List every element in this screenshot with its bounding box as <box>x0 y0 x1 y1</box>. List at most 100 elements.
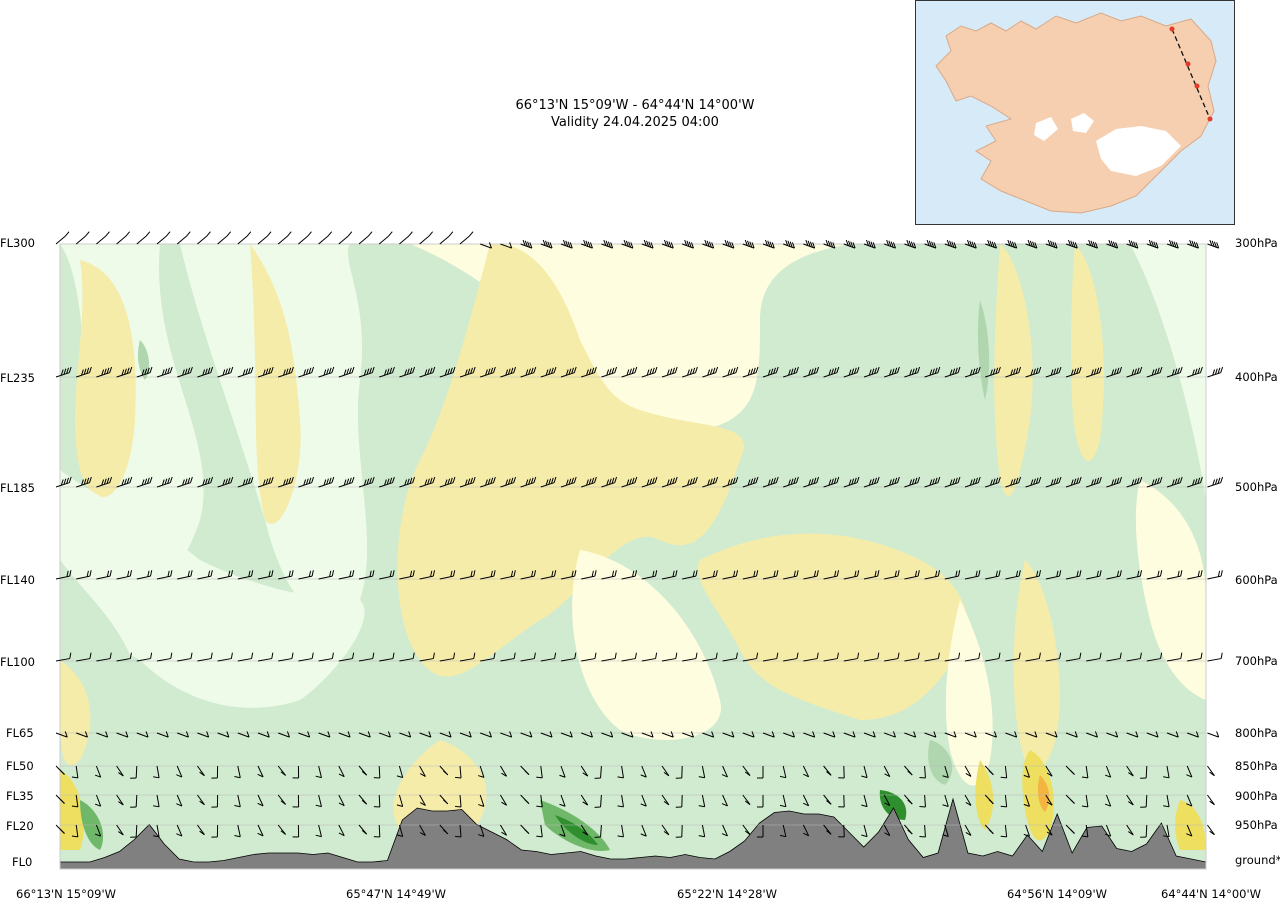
barb-feather <box>187 570 190 577</box>
barb-shaft <box>884 732 896 738</box>
barb-shaft <box>278 658 293 662</box>
barb-feather <box>1069 828 1075 834</box>
barb-feather <box>559 774 566 778</box>
barb-feather <box>827 240 831 247</box>
wind-barb <box>843 476 860 488</box>
barb-feather <box>59 769 65 775</box>
barb-feather <box>487 478 491 485</box>
barb-feather <box>412 570 415 577</box>
barb-feather <box>1070 369 1074 376</box>
wind-barb <box>944 570 961 580</box>
barb-feather <box>286 731 290 738</box>
wind-barb <box>278 476 294 488</box>
wind-barb <box>1086 476 1102 488</box>
wind-barb <box>580 765 589 777</box>
barb-feather <box>770 478 774 485</box>
wind-barb <box>661 476 678 488</box>
barb-feather <box>227 477 231 484</box>
wind-barb <box>661 239 674 249</box>
barb-feather <box>629 478 632 485</box>
barb-shaft <box>884 658 899 662</box>
barb-feather <box>706 240 710 247</box>
barb-feather <box>428 731 432 738</box>
wind-barb <box>1005 476 1022 488</box>
barb-feather <box>591 570 594 577</box>
barb-feather <box>118 831 124 836</box>
barb-feather <box>573 366 577 373</box>
barb-feather <box>257 773 264 778</box>
barb-feather <box>447 368 451 375</box>
barb-shaft <box>136 732 149 738</box>
barb-feather <box>689 368 693 375</box>
barb-feather <box>167 367 170 374</box>
barb-shaft <box>863 765 868 778</box>
barb-feather <box>952 478 956 485</box>
barb-shaft <box>540 658 555 662</box>
barb-feather <box>1074 242 1078 249</box>
barb-feather <box>1155 731 1159 738</box>
wind-barb <box>702 731 715 738</box>
barb-feather <box>709 368 713 375</box>
route-point <box>1169 26 1175 32</box>
barb-shaft <box>95 794 102 807</box>
barb-feather <box>1113 368 1117 375</box>
barb-feather <box>634 366 638 373</box>
wind-barb <box>883 824 891 837</box>
wind-barb <box>540 652 557 662</box>
wind-barb <box>480 366 496 378</box>
barb-feather <box>791 242 795 249</box>
barb-feather <box>767 369 771 376</box>
barb-shaft <box>843 658 858 662</box>
barb-feather <box>632 570 635 577</box>
wind-barb <box>984 824 994 835</box>
barb-feather <box>937 652 940 659</box>
tick-850hPa: 850hPa <box>1235 759 1278 773</box>
barb-shaft <box>803 658 818 662</box>
barb-feather <box>315 834 322 838</box>
barb-feather <box>1046 772 1053 777</box>
barb-feather <box>444 369 448 376</box>
barb-feather <box>988 829 994 835</box>
barb-feather <box>1076 570 1079 577</box>
barb-feather <box>721 803 728 807</box>
glacier-hofsjokull <box>1071 113 1094 133</box>
barb-feather <box>559 833 566 837</box>
tick-300hPa: 300hPa <box>1235 236 1278 250</box>
barb-shaft <box>1025 765 1030 778</box>
barb-feather <box>467 368 471 375</box>
barb-feather <box>926 239 930 246</box>
barb-shaft <box>176 235 187 245</box>
barb-feather <box>617 805 624 808</box>
barb-feather <box>424 479 428 486</box>
barb-feather <box>1000 835 1007 838</box>
wind-barb <box>640 824 647 837</box>
wind-barb <box>843 239 856 249</box>
barb-feather <box>872 242 876 249</box>
barb-feather <box>63 368 67 375</box>
wind-barb <box>803 239 816 249</box>
wind-barb <box>94 765 102 778</box>
barb-feather <box>1214 478 1218 485</box>
barb-feather <box>285 368 289 375</box>
barb-feather <box>932 368 935 375</box>
barb-shaft <box>1207 243 1219 249</box>
wind-barb <box>924 652 940 662</box>
wind-barb <box>838 824 845 838</box>
barb-shaft <box>419 658 434 662</box>
barb-feather <box>1073 368 1077 375</box>
barb-feather <box>752 477 756 484</box>
barb-shaft <box>1145 794 1148 808</box>
wind-barb <box>177 366 193 378</box>
barb-shaft <box>641 732 654 738</box>
wind-barb <box>924 476 941 488</box>
wind-barb <box>237 366 254 378</box>
barb-feather <box>876 476 880 483</box>
barb-feather <box>663 239 667 246</box>
wind-barb <box>176 765 183 778</box>
barb-shaft <box>116 732 129 738</box>
wind-barb <box>884 731 896 738</box>
barb-shaft <box>661 824 670 836</box>
barb-shaft <box>964 732 977 738</box>
wind-barb <box>292 794 300 808</box>
barb-shaft <box>176 765 183 778</box>
